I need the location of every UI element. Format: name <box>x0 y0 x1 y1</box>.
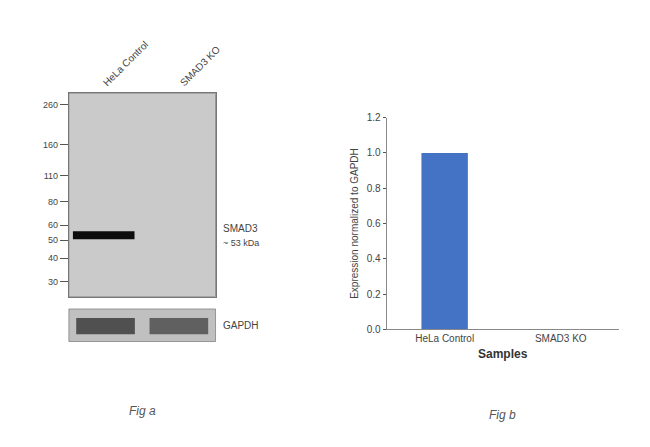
svg-text:80: 80 <box>48 197 58 207</box>
svg-text:~ 53 kDa: ~ 53 kDa <box>223 238 259 248</box>
svg-text:Fig a: Fig a <box>129 404 156 418</box>
svg-text:30: 30 <box>48 277 58 287</box>
svg-text:40: 40 <box>48 253 58 263</box>
svg-text:1.0: 1.0 <box>367 147 381 158</box>
svg-text:SMAD3 KO: SMAD3 KO <box>178 44 222 88</box>
svg-text:1.2: 1.2 <box>367 112 381 123</box>
svg-text:HeLa Control: HeLa Control <box>101 39 150 88</box>
svg-text:50: 50 <box>48 235 58 245</box>
svg-text:60: 60 <box>48 220 58 230</box>
svg-text:SMAD3: SMAD3 <box>223 223 258 234</box>
svg-text:110: 110 <box>44 171 58 181</box>
svg-text:Samples: Samples <box>478 347 528 361</box>
svg-text:HeLa Control: HeLa Control <box>415 333 474 344</box>
svg-text:GAPDH: GAPDH <box>223 320 259 331</box>
svg-text:0.4: 0.4 <box>367 253 381 264</box>
svg-text:Fig b: Fig b <box>489 408 516 422</box>
svg-text:0.6: 0.6 <box>367 218 381 229</box>
svg-text:0.2: 0.2 <box>367 289 381 300</box>
svg-text:260: 260 <box>43 100 58 110</box>
svg-text:0.0: 0.0 <box>367 324 381 335</box>
svg-text:160: 160 <box>43 140 58 150</box>
svg-text:SMAD3 KO: SMAD3 KO <box>535 333 587 344</box>
svg-text:0.8: 0.8 <box>367 183 381 194</box>
svg-text:Expression normalized to GAPDH: Expression normalized to GAPDH <box>349 148 360 299</box>
